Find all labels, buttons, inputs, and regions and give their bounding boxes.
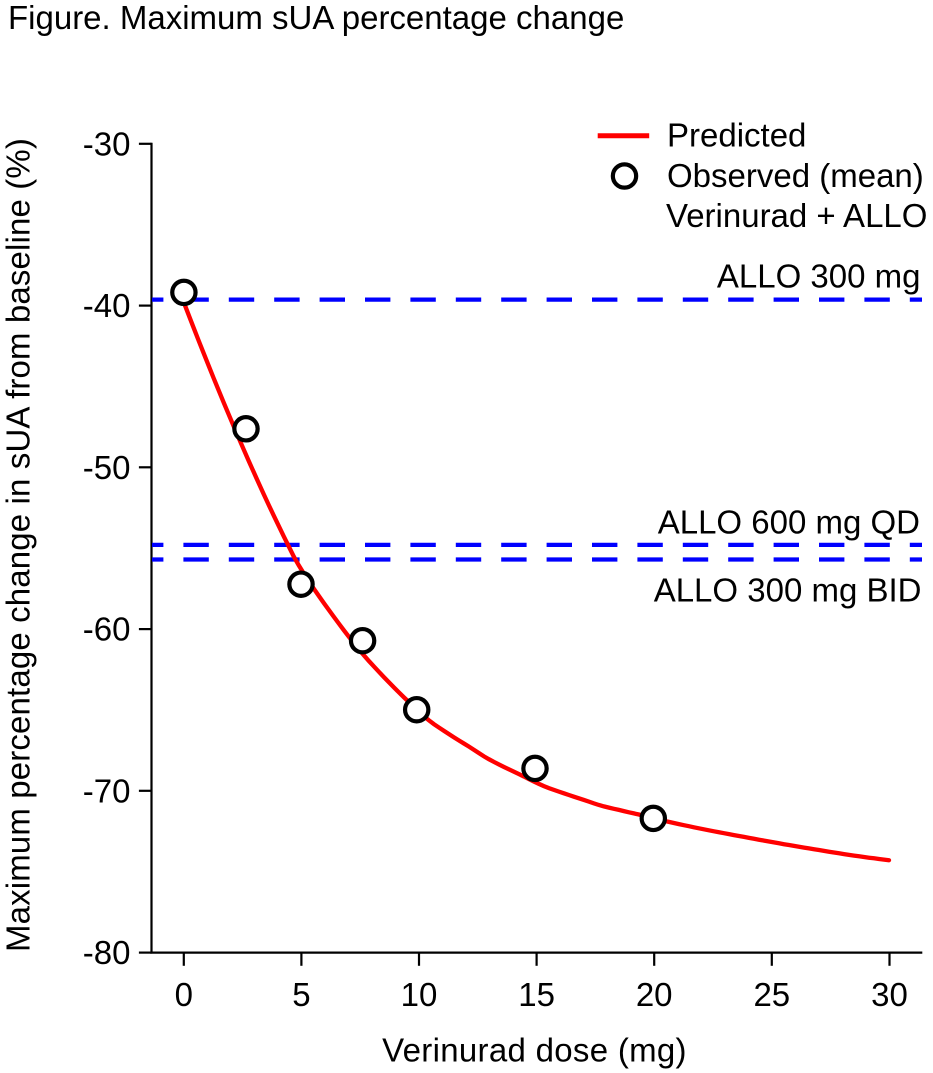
svg-text:0: 0	[175, 976, 193, 1013]
svg-text:30: 30	[871, 976, 908, 1013]
svg-text:-70: -70	[83, 772, 131, 809]
svg-text:20: 20	[636, 976, 673, 1013]
svg-text:5: 5	[292, 976, 310, 1013]
svg-text:15: 15	[518, 976, 555, 1013]
svg-text:Verinurad + ALLO: Verinurad + ALLO	[666, 197, 927, 234]
svg-text:-40: -40	[83, 287, 131, 324]
svg-text:10: 10	[401, 976, 438, 1013]
svg-text:Verinurad dose (mg): Verinurad dose (mg)	[382, 1031, 687, 1068]
svg-text:Predicted: Predicted	[667, 117, 806, 154]
svg-text:ALLO 300 mg BID: ALLO 300 mg BID	[654, 571, 922, 608]
svg-text:25: 25	[753, 976, 790, 1013]
svg-text:ALLO 600 mg QD: ALLO 600 mg QD	[658, 504, 920, 541]
svg-text:-80: -80	[83, 934, 131, 971]
svg-text:-60: -60	[83, 611, 131, 648]
svg-text:Maximum percentage change in s: Maximum percentage change in sUA from ba…	[0, 138, 37, 952]
svg-text:-30: -30	[83, 125, 131, 162]
svg-text:ALLO 300 mg: ALLO 300 mg	[717, 258, 921, 295]
svg-text:-50: -50	[83, 449, 131, 486]
svg-text:Observed (mean): Observed (mean)	[667, 157, 924, 194]
svg-text:Figure. Maximum sUA percentage: Figure. Maximum sUA percentage change	[8, 0, 624, 36]
